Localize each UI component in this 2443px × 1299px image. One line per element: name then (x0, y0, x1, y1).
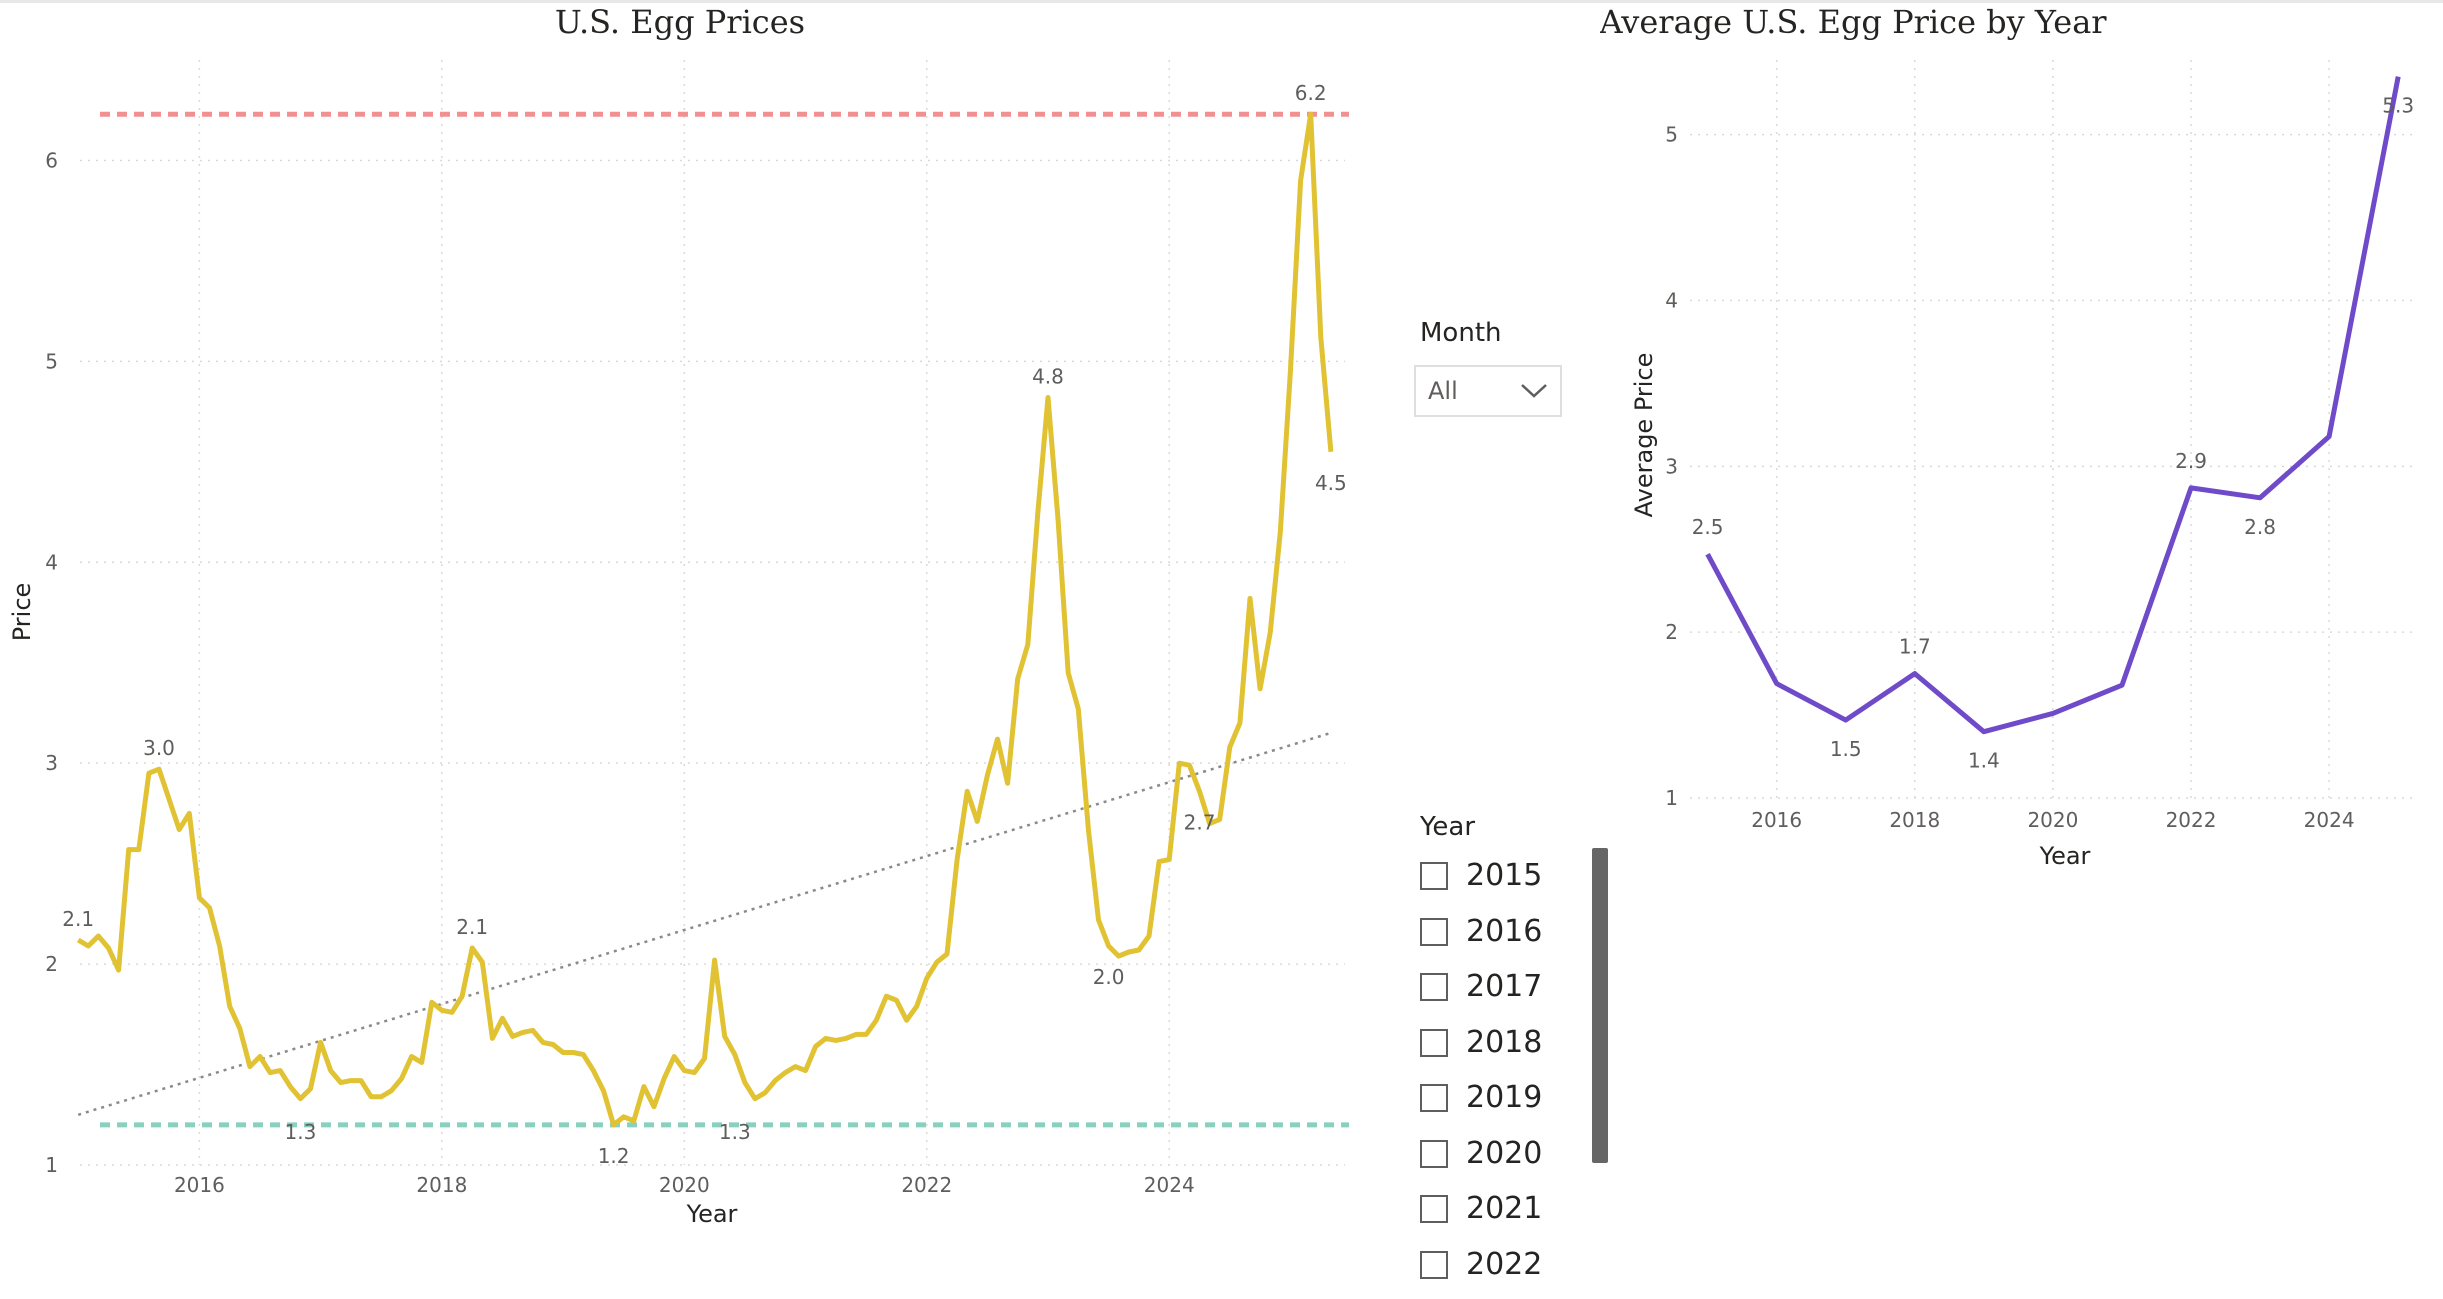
y-tick-label: 4 (45, 550, 58, 574)
reference-lines (77, 111, 1349, 1128)
price-line (76, 111, 1334, 1128)
year-option-2018[interactable]: 2018 (1420, 1023, 1580, 1067)
year-option-label: 2018 (1466, 1025, 1543, 1060)
year-slicer-title: Year (1420, 812, 1476, 842)
x-axis-ticks: 2016 2018 2020 2022 2024 (174, 1173, 1195, 1197)
month-slicer-title: Month (1420, 318, 1502, 348)
year-option-2021[interactable]: 2021 (1420, 1189, 1580, 1233)
year-option-2022[interactable]: 2022 (1420, 1245, 1580, 1289)
y-tick-label: 4 (1665, 288, 1678, 312)
y-tick-label: 5 (45, 349, 58, 373)
data-label: 1.2 (598, 1144, 630, 1168)
x-axis-title: Year (2039, 842, 2091, 870)
y-axis-title: Average Price (1630, 353, 1658, 518)
data-label: 4.5 (1315, 471, 1347, 495)
data-label: 1.7 (1899, 635, 1931, 659)
data-label: 5.3 (2382, 94, 2414, 118)
data-labels: 2.1 3.0 1.3 2.1 1.2 1.3 4.8 2.0 2.7 6.2 4.5 (62, 81, 1346, 1168)
year-option-label: 2022 (1466, 1247, 1543, 1282)
checkbox[interactable] (1420, 1251, 1448, 1279)
data-label: 2.1 (62, 907, 94, 931)
year-option-2017[interactable]: 2017 (1420, 967, 1580, 1011)
y-tick-label: 3 (1665, 454, 1678, 478)
data-label: 1.4 (1968, 749, 2000, 773)
data-label: 4.8 (1032, 365, 1064, 389)
x-tick-label: 2022 (901, 1173, 952, 1197)
y-tick-label: 3 (45, 751, 58, 775)
x-tick-label: 2018 (416, 1173, 467, 1197)
year-slicer-scrollbar[interactable] (1592, 848, 1608, 1163)
y-tick-label: 2 (1665, 620, 1678, 644)
year-option-label: 2019 (1466, 1080, 1543, 1115)
average-price-series (1705, 76, 2401, 735)
year-option-2020[interactable]: 2020 (1420, 1134, 1580, 1178)
data-label: 1.3 (719, 1120, 751, 1144)
data-label: 6.2 (1295, 81, 1327, 105)
average-price-line (1705, 76, 2401, 735)
chart-title: U.S. Egg Prices (555, 3, 805, 41)
checkbox[interactable] (1420, 1029, 1448, 1057)
x-tick-label: 2024 (2304, 808, 2355, 832)
data-label: 2.0 (1093, 965, 1125, 989)
checkbox[interactable] (1420, 1195, 1448, 1223)
data-label: 2.7 (1184, 810, 1216, 834)
y-tick-label: 6 (45, 148, 58, 172)
month-dropdown[interactable]: All (1414, 365, 1562, 417)
year-option-2016[interactable]: 2016 (1420, 912, 1580, 956)
year-option-label: 2020 (1466, 1136, 1543, 1171)
chart-title: Average U.S. Egg Price by Year (1600, 3, 2107, 41)
x-axis-title: Year (686, 1200, 738, 1228)
checkbox[interactable] (1420, 973, 1448, 1001)
x-tick-label: 2018 (1889, 808, 1940, 832)
checkbox[interactable] (1420, 1084, 1448, 1112)
year-option-label: 2015 (1466, 858, 1543, 893)
x-axis-ticks: 2016 2018 2020 2022 2024 (1751, 808, 2354, 832)
x-tick-label: 2020 (2027, 808, 2078, 832)
data-label: 3.0 (143, 736, 175, 760)
year-option-2015[interactable]: 2015 (1420, 856, 1580, 900)
checkbox[interactable] (1420, 862, 1448, 890)
y-axis-ticks: 1 2 3 4 5 (1665, 123, 1678, 810)
gridlines (1690, 60, 2412, 799)
year-option-label: 2017 (1466, 969, 1543, 1004)
x-tick-label: 2016 (1751, 808, 1802, 832)
month-selected-value: All (1428, 377, 1458, 405)
year-option-2019[interactable]: 2019 (1420, 1078, 1580, 1122)
data-labels: 2.5 1.5 1.7 1.4 2.9 2.8 5.3 (1692, 94, 2414, 773)
data-label: 2.5 (1692, 515, 1724, 539)
checkbox[interactable] (1420, 918, 1448, 946)
data-label: 2.1 (456, 915, 488, 939)
y-axis-title: Price (8, 583, 36, 642)
year-option-label: 2021 (1466, 1191, 1543, 1226)
y-tick-label: 5 (1665, 123, 1678, 147)
average-price-chart[interactable]: Average U.S. Egg Price by Year 1 2 3 4 5 201… (1600, 0, 2443, 900)
data-label: 2.8 (2244, 515, 2276, 539)
year-option-label: 2016 (1466, 914, 1543, 949)
x-tick-label: 2016 (174, 1173, 225, 1197)
trend-line (77, 731, 1331, 1116)
data-label: 1.5 (1830, 737, 1862, 761)
y-tick-label: 2 (45, 952, 58, 976)
y-tick-label: 1 (45, 1153, 58, 1177)
top-border (0, 0, 2443, 3)
y-tick-label: 1 (1665, 786, 1678, 810)
checkbox[interactable] (1420, 1140, 1448, 1168)
x-tick-label: 2020 (659, 1173, 710, 1197)
y-axis-ticks: 1 2 3 4 5 6 (45, 148, 58, 1177)
data-label: 1.3 (285, 1120, 317, 1144)
x-tick-label: 2022 (2166, 808, 2217, 832)
chevron-down-icon (1520, 379, 1548, 405)
data-label: 2.9 (2175, 449, 2207, 473)
right-y-title-holder: Average Price (1630, 353, 1658, 518)
x-tick-label: 2024 (1144, 1173, 1195, 1197)
price-series (76, 111, 1334, 1128)
